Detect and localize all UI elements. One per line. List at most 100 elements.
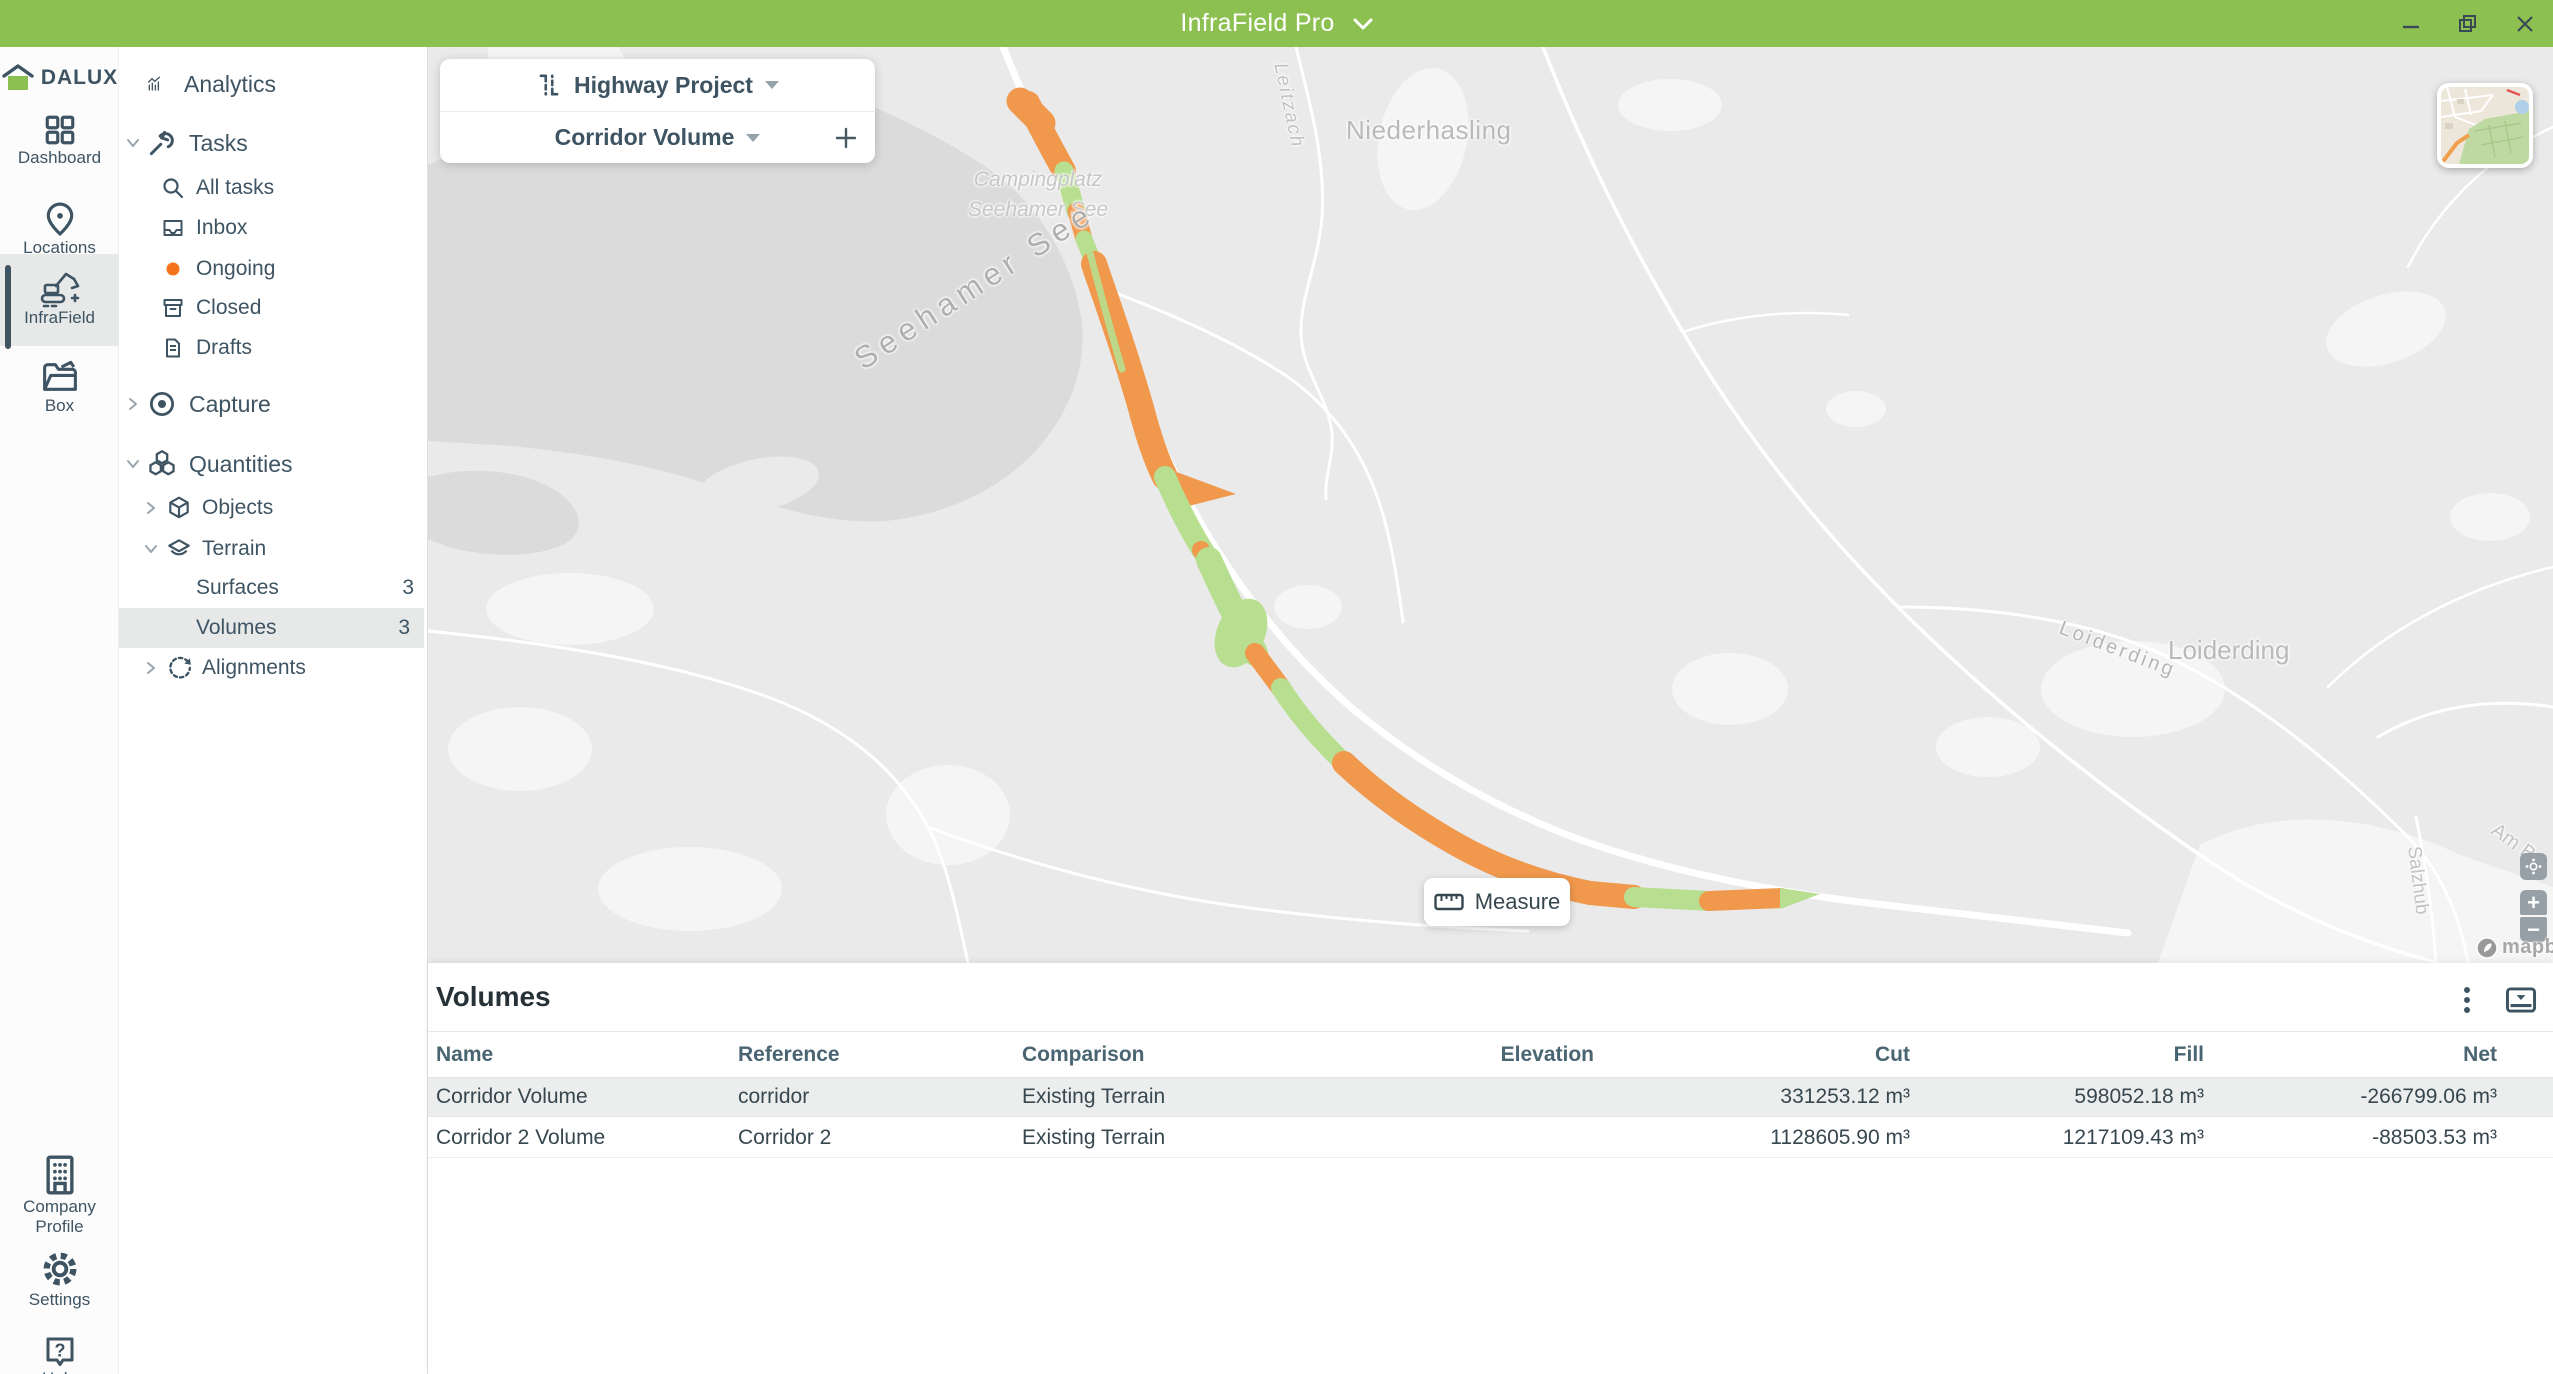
sidebar-item-tasks[interactable]: Tasks [119,123,428,163]
map-label-niederhasling: Niederhasling [1346,115,1512,145]
rail-item-dashboard[interactable]: Dashboard [0,112,119,168]
rail-item-box[interactable]: Box [0,358,119,416]
excavator-icon [40,272,79,308]
corridor-volume-overlay [1006,87,1820,911]
app-title-dropdown[interactable]: InfraField Pro [1180,9,1373,38]
close-button[interactable] [2496,0,2553,47]
row-net: -88503.53 m³ [2372,1125,2497,1149]
volumes-panel-header: Volumes [428,963,2553,1032]
sidebar-label-ongoing: Ongoing [196,257,276,280]
column-header-comparison[interactable]: Comparison [1022,1043,1145,1066]
zoom-in-label: + [2527,889,2540,915]
sidebar-item-ongoing[interactable]: Ongoing [119,249,428,289]
project-name: Highway Project [574,71,753,98]
dalux-logo[interactable]: DALUX [0,63,119,93]
sidebar-label-surfaces: Surfaces [196,576,279,599]
sidebar-label-capture: Capture [189,390,271,417]
zoom-out-label: − [2527,916,2540,942]
row-net: -266799.06 m³ [2360,1085,2497,1108]
column-header-cut[interactable]: Cut [1875,1043,1910,1066]
rail-item-company-profile[interactable]: Company Profile [0,1153,119,1237]
table-row[interactable]: Corridor 2 Volume Corridor 2 Existing Te… [428,1118,2553,1158]
dashboard-icon [45,115,74,145]
help-icon: ? [46,1337,73,1366]
sidebar-item-drafts[interactable]: Drafts [119,328,428,368]
cube-icon [169,496,189,519]
rail-active-highlight [0,254,119,346]
sidebar-label-volumes: Volumes [196,616,277,639]
chevron-down-icon [127,460,139,468]
rail-label-dashboard: Dashboard [17,148,102,167]
volumes-count-badge: 3 [398,616,410,639]
sidebar-item-quantities[interactable]: Quantities [119,444,428,484]
map-label-campingplatz: Campingplatz Seehamer See [948,165,1128,225]
company-building-icon [45,1155,74,1195]
panel-title: Volumes [436,981,551,1012]
rail-label-help: Help [0,1369,119,1374]
sidebar-item-terrain[interactable]: Terrain [119,529,428,569]
collapse-panel-button[interactable] [2505,986,2537,1014]
column-header-fill[interactable]: Fill [2173,1043,2204,1066]
pan-control-button[interactable] [2520,853,2547,880]
sidebar-item-all-tasks[interactable]: All tasks [119,168,428,208]
sidebar-item-alignments[interactable]: Alignments [119,648,428,688]
zoom-in-button[interactable]: + [2520,890,2547,915]
document-icon [166,338,180,358]
minimap-preview [2441,87,2529,164]
caret-down-icon [764,81,779,89]
sidebar-label-tasks: Tasks [189,129,248,156]
caret-down-icon [746,133,761,142]
quantities-cubes-icon [149,450,175,476]
rail-item-help[interactable]: ? Help [0,1333,119,1374]
chevron-down-icon [1353,18,1373,29]
minimap[interactable] [2437,83,2533,168]
collapse-panel-icon [2505,987,2537,1013]
rail-label-locations: Locations [23,238,96,257]
row-fill: 598052.18 m³ [2074,1085,2204,1108]
map-canvas[interactable]: Leitzach Niederhasling Campingplatz Seeh… [428,47,2553,963]
add-volume-button[interactable] [833,125,859,151]
map-attribution[interactable]: mapbox [2476,936,2553,959]
sidebar-item-capture[interactable]: Capture [119,384,428,424]
lake-seehamer-see [428,83,1083,555]
zoom-out-button[interactable]: − [2520,917,2547,942]
layer-dropdown[interactable]: Corridor Volume [440,111,875,163]
brand-text: DALUX [40,66,119,89]
sidebar-item-surfaces[interactable]: Surfaces 3 [119,568,428,608]
sidebar-item-inbox[interactable]: Inbox [119,208,428,248]
row-reference: corridor [738,1085,810,1108]
sidebar-label-closed: Closed [196,296,262,319]
column-header-reference[interactable]: Reference [738,1043,840,1066]
terrain-icon [168,539,190,556]
rail-item-infrafield[interactable]: InfraField [0,266,119,328]
minimize-button[interactable] [2382,0,2439,47]
svg-text:?: ? [54,1340,65,1360]
column-header-elevation[interactable]: Elevation [1500,1043,1594,1066]
layer-name: Corridor Volume [554,124,735,150]
sidebar-label-quantities: Quantities [189,450,293,477]
map-graphics [428,47,2553,963]
restore-button[interactable] [2439,0,2496,47]
sidebar-label-alignments: Alignments [202,656,306,679]
sidebar-item-analytics[interactable]: Analytics [119,64,428,104]
location-pin-icon [46,202,73,237]
map-label-campingplatz-line2: Seehamer See [967,198,1109,221]
rail-item-settings[interactable]: Settings [0,1248,119,1310]
project-dropdown[interactable]: Highway Project [440,59,875,111]
sidebar-item-closed[interactable]: Closed [119,288,428,328]
sidebar-item-objects[interactable]: Objects [119,488,428,528]
rail-label-company-line1: Company [23,1197,96,1216]
panel-menu-button[interactable] [2463,985,2471,1015]
rail-item-locations[interactable]: Locations [0,200,119,258]
column-header-name[interactable]: Name [436,1043,494,1066]
sidebar-item-volumes[interactable]: Volumes 3 [119,608,424,648]
table-row[interactable]: Corridor Volume corridor Existing Terrai… [428,1077,2553,1117]
window-controls [2382,0,2553,47]
chevron-right-icon [147,502,155,514]
inbox-icon [163,220,183,236]
measure-button[interactable]: Measure [1424,878,1570,926]
sidebar: Analytics Tasks All tasks [119,47,428,1374]
archive-icon [163,299,183,317]
column-header-net[interactable]: Net [2463,1043,2497,1066]
